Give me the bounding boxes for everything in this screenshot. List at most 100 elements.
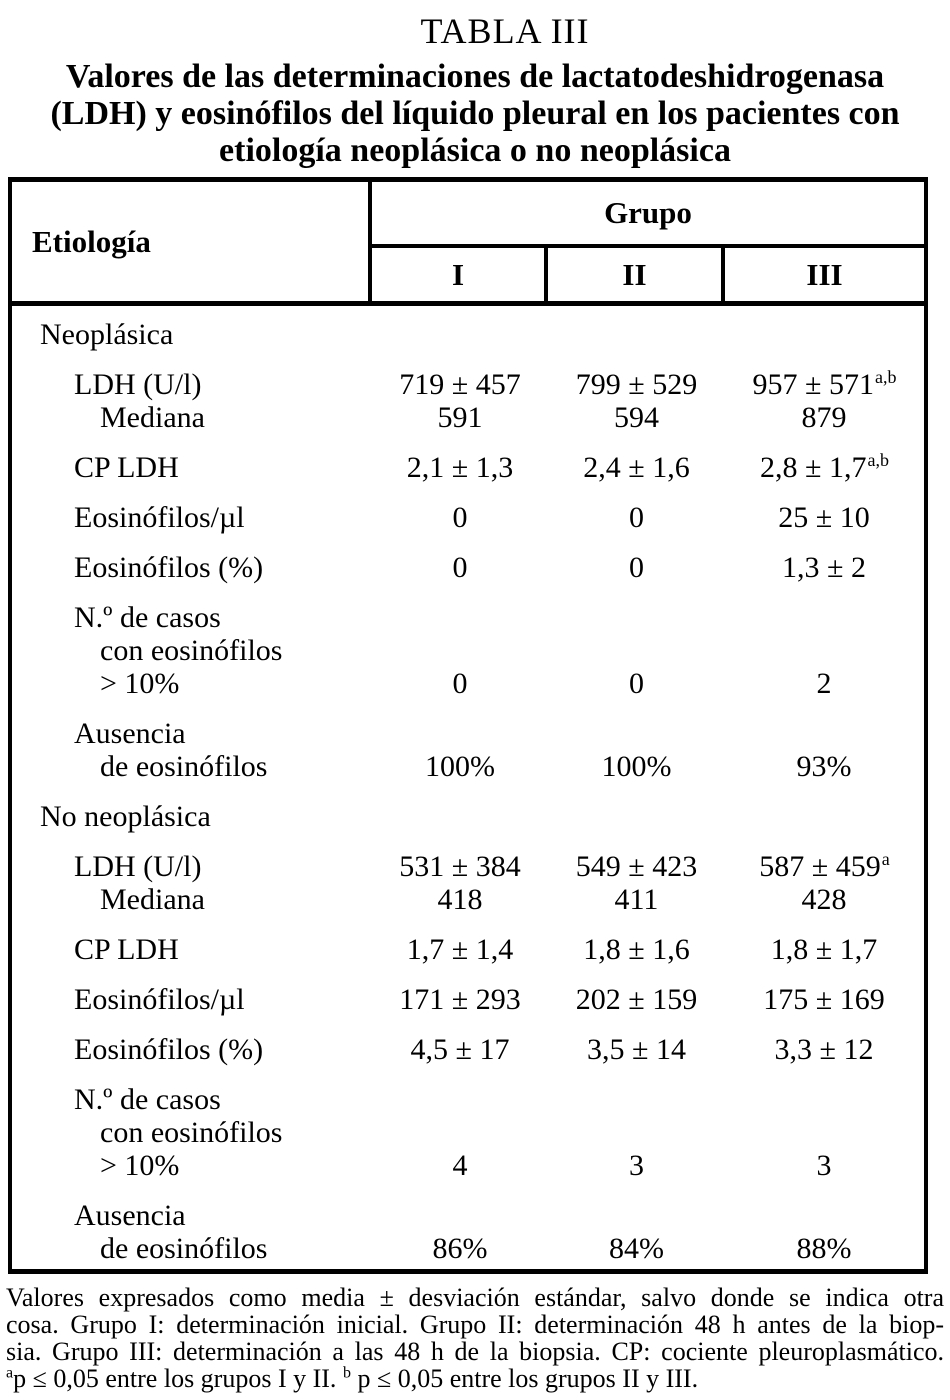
row-label: No neoplásica [40,799,211,833]
value-cell-group-ii: 799 ± 529 [575,367,698,401]
value-cell-group-ii: 0 [629,500,644,534]
table-row: LDH (U/l) 531 ± 384 549 ± 423 587 ± 459a [12,850,924,883]
value-cell-group-iii [725,1116,924,1150]
value-cell-group-iii: 93% [796,749,852,783]
table-row: LDH (U/l) 719 ± 457 799 ± 529 957 ± 571a… [12,368,924,401]
value-cell-group-iii [725,1199,924,1233]
footnote-sup-a: a [6,1364,14,1382]
value-cell-group-i: 0 [452,550,468,584]
value-cell-group-i: 86% [432,1231,488,1265]
value-cell-group-ii: 202 ± 159 [575,982,698,1016]
value-cell-group-i: 171 ± 293 [399,982,521,1016]
value-cell-group-iii: 175 ± 169 [763,982,885,1016]
value-cell-group-iii: 1,8 ± 1,7 [770,932,878,966]
table-row: No neoplásica [12,800,924,833]
value-cell-group-iii: 3 [816,1148,832,1182]
value-cell-group-ii: 2,4 ± 1,6 [583,450,690,484]
value-cell-group-i: 4,5 ± 17 [410,1032,510,1066]
header-col-ii: II [548,248,725,301]
value-cell-group-ii: 3,5 ± 14 [587,1032,686,1066]
caption-line-2: (LDH) y eosinófilos del líquido pleural … [50,95,900,132]
footnote-text-a: p ≤ 0,05 entre los grupos I y II. [13,1364,337,1393]
value-cell-group-ii: 3 [629,1148,644,1182]
row-label: N.º de casos [74,600,221,634]
value-cell-group-iii [725,800,924,834]
row-label: Eosinófilos/µl [74,500,245,534]
row-label: CP LDH [74,932,179,966]
row-label: Eosinófilos (%) [74,1032,264,1066]
value-cell-group-i: 418 [437,882,483,916]
significance-superscript: a,b [874,366,897,387]
row-label: > 10% [100,1148,180,1182]
value-cell-group-i: 0 [452,666,468,700]
caption-line-3: etiología neoplásica o no neoplásica [219,132,731,169]
footnote-text-b: p ≤ 0,05 entre los grupos II y III. [357,1364,699,1393]
significance-superscript: a,b [867,449,889,470]
value-cell-group-i: 0 [452,500,468,534]
footnote-line-2: cosa. Grupo I: determinación inicial. Gr… [6,1310,944,1339]
table-row: de eosinófilos 100% 100% 93% [12,750,924,783]
value-cell-group-iii: 2,8 ± 1,7a,b [760,449,889,484]
row-label: LDH (U/l) [74,367,202,401]
footnote-line-1: Valores expresados como media ± desviaci… [6,1283,944,1312]
value-cell-group-ii: 100% [601,749,672,783]
value-cell-group-iii: 25 ± 10 [778,500,870,534]
significance-superscript: a [881,848,890,869]
value-cell-group-ii: 0 [629,666,644,700]
table-row: Eosinófilos (%) 4,5 ± 17 3,5 ± 14 3,3 ± … [12,1033,924,1066]
value-cell-group-iii [725,717,924,751]
table-row: CP LDH 1,7 ± 1,4 1,8 ± 1,6 1,8 ± 1,7 [12,933,924,966]
row-label: de eosinófilos [100,749,268,783]
value-cell-group-iii: 1,3 ± 2 [782,550,866,584]
value-cell-group-iii [725,318,924,352]
table-row: Ausencia [12,1199,924,1232]
value-cell-group-ii: 0 [629,550,644,584]
table-body: Neoplásica LDH (U/l) 719 ± 457 799 ± 529… [12,306,924,1265]
value-cell-group-ii: 411 [614,882,659,916]
table-row: > 10% 0 0 2 [12,667,924,700]
row-label: Mediana [100,882,205,916]
value-cell-group-ii: 549 ± 423 [575,849,698,883]
value-cell-group-ii: 594 [614,400,659,434]
row-label: CP LDH [74,450,179,484]
table-caption: Valores de las determinaciones de lactat… [0,58,950,169]
table-row: Mediana 591 594 879 [12,401,924,434]
table-header: Etiología Grupo I II III [12,182,924,306]
row-label: Ausencia [74,1198,186,1232]
value-cell-group-iii: 3,3 ± 12 [774,1032,874,1066]
value-cell-group-iii [725,634,924,668]
table-row: Eosinófilos/µl 171 ± 293 202 ± 159 175 ±… [12,983,924,1016]
value-cell-group-iii: 428 [801,882,847,916]
table-row: Ausencia [12,717,924,750]
row-label: con eosinófilos [100,633,283,667]
row-label: de eosinófilos [100,1231,268,1265]
footnote-sup-b: b [342,1364,351,1382]
table-number: TABLA III [420,11,590,51]
header-grupo-area: Grupo I II III [372,182,924,301]
value-cell-group-iii [725,601,924,635]
value-cell-group-iii: 879 [801,400,847,434]
value-cell-group-i: 531 ± 384 [399,849,521,883]
table-row: de eosinófilos 86% 84% 88% [12,1232,924,1265]
value-cell-group-iii: 587 ± 459a [759,848,890,883]
caption-line-1: Valores de las determinaciones de lactat… [65,58,885,95]
value-cell-group-i: 2,1 ± 1,3 [406,450,514,484]
header-col-i: I [372,248,548,301]
table-row: > 10% 4 3 3 [12,1149,924,1182]
footnote: Valores expresados como media ± desviaci… [6,1284,944,1392]
row-label: con eosinófilos [100,1115,283,1149]
row-label: Mediana [100,400,205,434]
table-row: Neoplásica [12,318,924,351]
row-label: LDH (U/l) [74,849,202,883]
value-cell-group-iii [725,1083,924,1117]
row-label: N.º de casos [74,1082,221,1116]
table-title-block: TABLA III Valores de las determinaciones… [0,10,950,169]
row-label: Eosinófilos/µl [74,982,245,1016]
header-grupo: Grupo [372,182,924,248]
row-label: > 10% [100,666,180,700]
value-cell-group-i: 719 ± 457 [399,367,521,401]
value-cell-group-ii: 84% [609,1231,664,1265]
value-cell-group-ii: 1,8 ± 1,6 [583,932,690,966]
table-row: N.º de casos [12,601,924,634]
data-table: Etiología Grupo I II III Neoplásica LDH … [8,177,928,1274]
